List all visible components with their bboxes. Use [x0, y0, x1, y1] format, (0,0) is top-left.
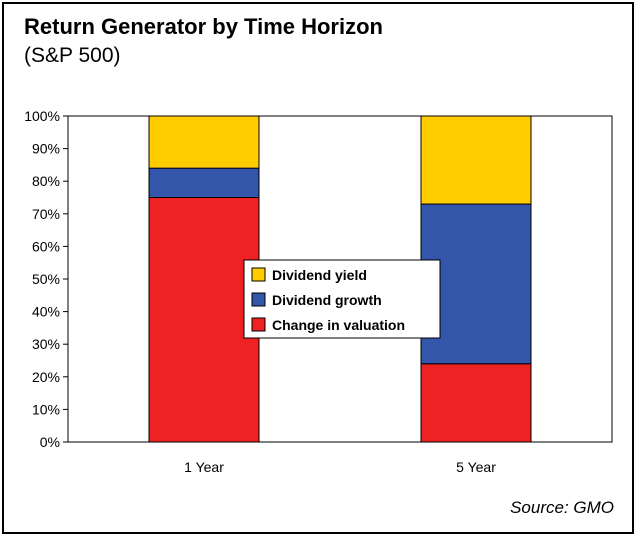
chart-source: Source: GMO [510, 498, 614, 517]
chart-subtitle: (S&P 500) [24, 44, 121, 67]
chart-title: Return Generator by Time Horizon [24, 14, 383, 39]
x-tick-label: 1 Year [184, 459, 224, 475]
bar-5-year-change-in-valuation [420, 363, 532, 443]
x-tick-label: 5 Year [456, 459, 496, 475]
y-tick-label: 10% [32, 401, 60, 417]
bar-1-year-change-in-valuation [148, 197, 260, 443]
legend-label-dividend-growth: Dividend growth [272, 292, 382, 308]
y-tick-label: 60% [32, 238, 60, 254]
y-tick-label: 0% [40, 434, 60, 450]
y-tick-label: 90% [32, 141, 60, 157]
y-tick-label: 30% [32, 336, 60, 352]
bar-1-year-dividend-growth [148, 167, 260, 199]
y-tick-label: 40% [32, 304, 60, 320]
y-tick-label: 80% [32, 173, 60, 189]
legend-label-dividend-yield: Dividend yield [272, 267, 367, 283]
legend-swatch-change-in-valuation [251, 317, 266, 332]
legend-box [243, 259, 441, 339]
y-tick-label: 20% [32, 369, 60, 385]
y-tick-label: 100% [24, 108, 60, 124]
y-tick-label: 70% [32, 206, 60, 222]
legend-swatch-dividend-yield [251, 267, 266, 282]
bar-5-year-dividend-yield [420, 115, 532, 205]
legend-label-change-in-valuation: Change in valuation [272, 317, 405, 333]
legend-swatch-dividend-growth [251, 292, 266, 307]
y-tick-label: 50% [32, 271, 60, 287]
bar-1-year-dividend-yield [148, 115, 260, 169]
